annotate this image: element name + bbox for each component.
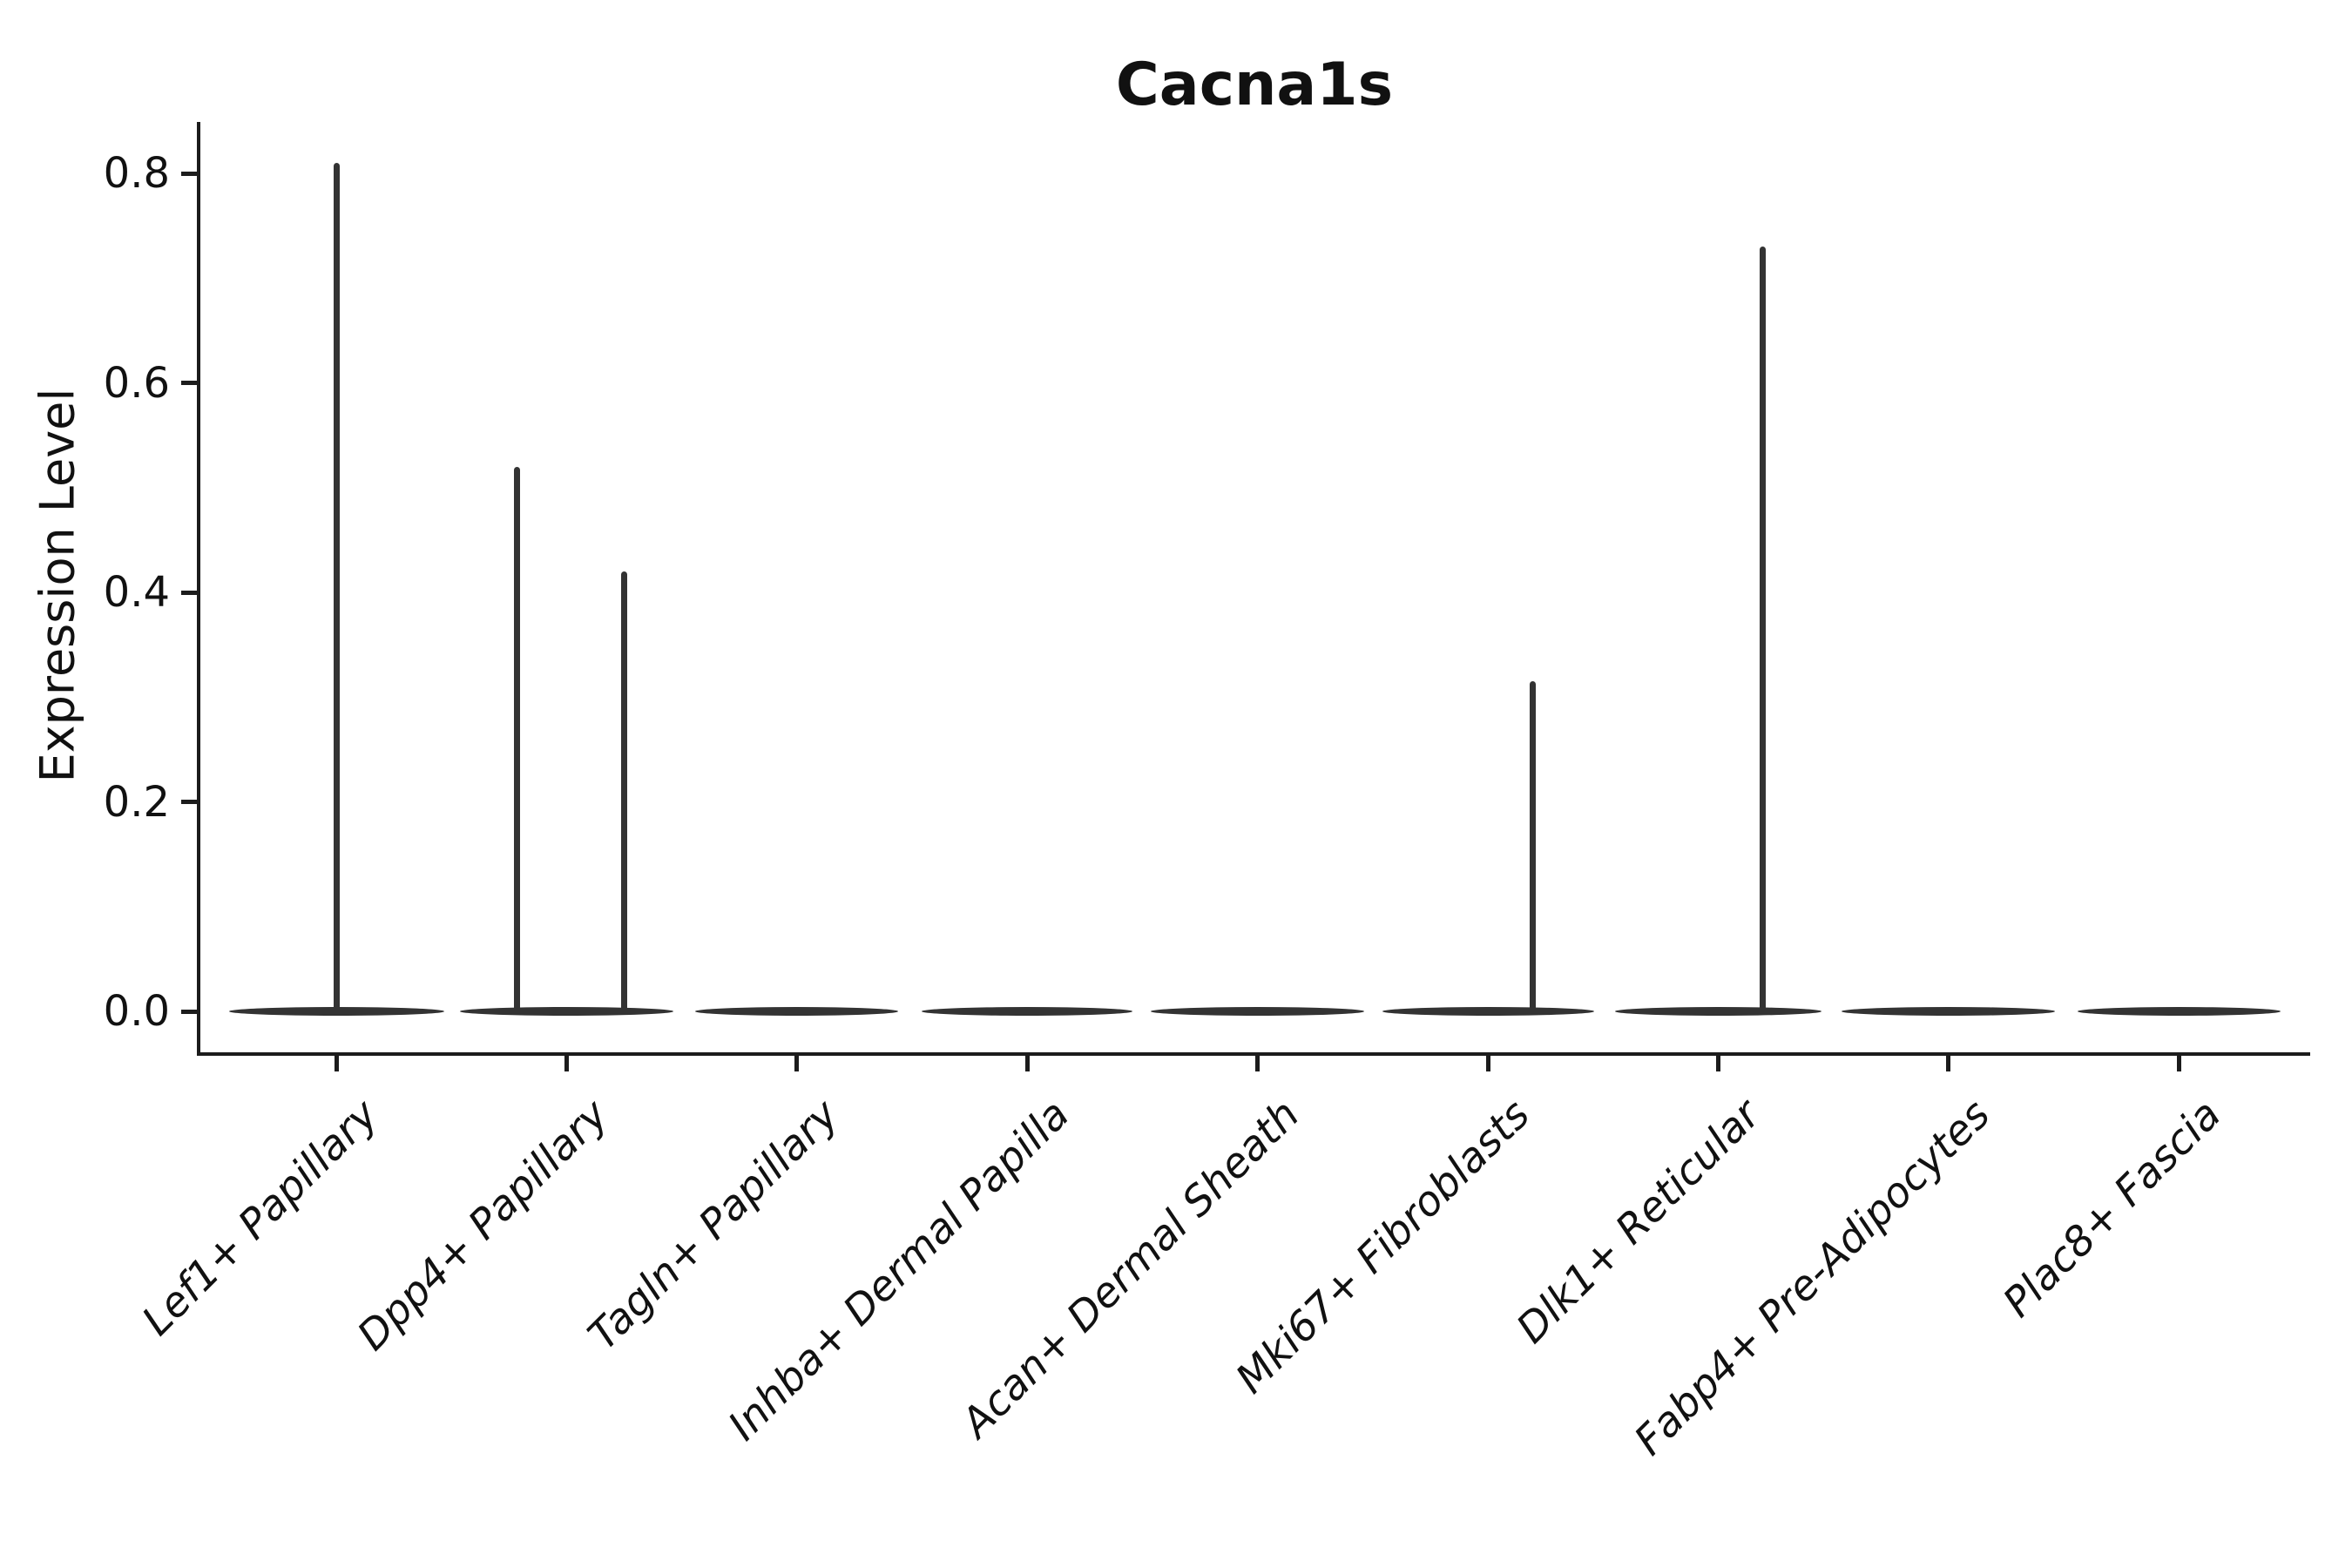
violin-spike bbox=[513, 466, 520, 1011]
x-tick-label: Lef1+ Papillary bbox=[132, 1091, 388, 1346]
violin-base bbox=[2077, 1007, 2281, 1016]
y-tick-mark bbox=[181, 171, 199, 176]
violin-base bbox=[1382, 1007, 1594, 1016]
x-tick-mark bbox=[794, 1056, 800, 1071]
violin-spike bbox=[1529, 681, 1536, 1011]
x-tick-mark bbox=[334, 1056, 339, 1071]
left-axis-spine bbox=[197, 122, 200, 1056]
y-tick-label: 0.2 bbox=[103, 777, 170, 827]
y-tick-mark bbox=[181, 1009, 199, 1014]
x-tick-mark bbox=[1715, 1056, 1720, 1071]
y-tick-mark bbox=[181, 590, 199, 595]
y-tick-mark bbox=[181, 800, 199, 804]
violin-base bbox=[228, 1007, 444, 1016]
y-tick-label: 0.0 bbox=[103, 987, 170, 1036]
violin-spike bbox=[333, 162, 340, 1011]
bottom-axis-spine bbox=[197, 1052, 2310, 1056]
y-tick-label: 0.8 bbox=[103, 149, 170, 198]
y-tick-label: 0.4 bbox=[103, 568, 170, 617]
x-tick-mark bbox=[564, 1056, 569, 1071]
x-tick-mark bbox=[1485, 1056, 1490, 1071]
violin-base bbox=[1151, 1007, 1365, 1016]
violin-spike bbox=[1759, 247, 1766, 1011]
x-tick-mark bbox=[2176, 1056, 2181, 1071]
x-tick-label: Dlk1+ Reticular bbox=[1507, 1091, 1770, 1353]
violin-spike bbox=[620, 571, 627, 1011]
x-tick-label: Tagln+ Papillary bbox=[578, 1091, 848, 1360]
x-tick-mark bbox=[1024, 1056, 1030, 1071]
x-tick-label: Plac8+ Fascia bbox=[1994, 1091, 2231, 1328]
violin-base bbox=[922, 1007, 1133, 1016]
x-tick-mark bbox=[1946, 1056, 1951, 1071]
violin-base bbox=[459, 1007, 673, 1016]
x-tick-label: Dpp4+ Papillary bbox=[348, 1091, 618, 1361]
y-tick-mark bbox=[181, 381, 199, 385]
x-tick-mark bbox=[1255, 1056, 1260, 1071]
violin-base bbox=[695, 1007, 899, 1016]
y-tick-label: 0.6 bbox=[103, 358, 170, 408]
violin-base bbox=[1614, 1007, 1821, 1016]
violin-base bbox=[1842, 1007, 2056, 1016]
plot-title: Cacna1s bbox=[1115, 51, 1394, 119]
